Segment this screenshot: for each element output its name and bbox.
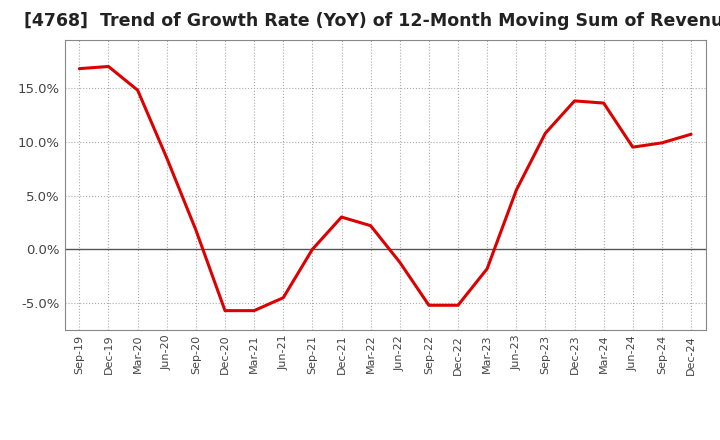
Title: [4768]  Trend of Growth Rate (YoY) of 12-Month Moving Sum of Revenues: [4768] Trend of Growth Rate (YoY) of 12-… xyxy=(24,12,720,30)
